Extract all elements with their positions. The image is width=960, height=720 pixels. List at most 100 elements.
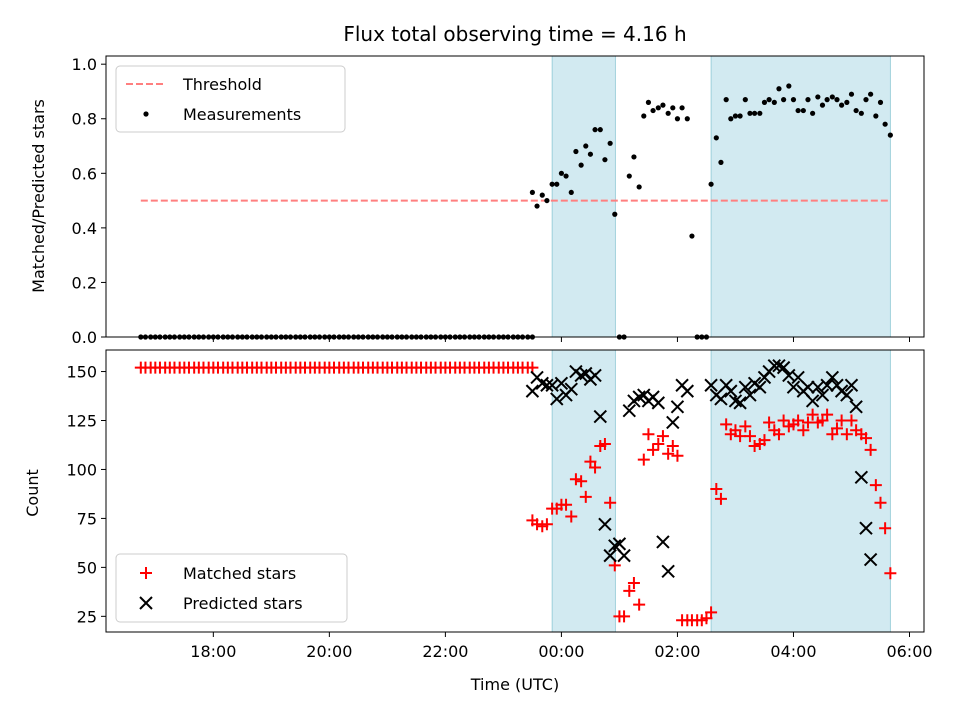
matched-star-point <box>618 610 631 623</box>
measurement-point <box>554 181 560 187</box>
predicted-star-point <box>753 380 767 394</box>
top-legend: Threshold Measurements <box>115 65 346 133</box>
measurement-point <box>578 162 584 168</box>
predicted-star-point <box>863 552 878 567</box>
predicted-star-point <box>612 537 627 551</box>
measurement-point <box>713 135 719 141</box>
measurement-point <box>761 99 768 105</box>
matched-stars-points <box>134 361 897 627</box>
legend-matched-label: Matched stars <box>183 564 296 583</box>
predicted-star-point <box>593 409 607 424</box>
matched-star-point <box>879 522 892 535</box>
matched-star-point <box>666 439 679 452</box>
x-tick-label: 20:00 <box>306 642 352 661</box>
measurement-point <box>689 233 695 239</box>
shaded-interval <box>551 55 616 338</box>
matched-star-point <box>739 420 752 433</box>
measurement-point <box>626 173 632 179</box>
predicted-star-point <box>598 517 612 531</box>
y-tick-label: 0.2 <box>72 273 97 292</box>
x-tick-label: 00:00 <box>538 642 584 661</box>
measurement-point <box>848 91 855 97</box>
matched-star-point <box>705 606 718 619</box>
predicted-star-point <box>617 548 631 563</box>
predicted-star-point <box>815 388 830 402</box>
measurement-point <box>679 105 685 111</box>
predicted-star-point <box>854 470 869 484</box>
predicted-star-point <box>540 378 554 392</box>
matched-star-point <box>864 443 877 456</box>
legend-matched-swatch <box>140 567 152 579</box>
matched-star-point <box>627 577 640 590</box>
matched-star-point <box>560 498 573 511</box>
matched-star-point <box>540 518 553 531</box>
x-tick-label: 06:00 <box>886 642 932 661</box>
measurement-point <box>751 110 758 116</box>
measurement-point <box>839 102 845 108</box>
y-tick-label: 50 <box>77 558 97 577</box>
top-y-axis-label: Matched/Predicted stars <box>29 99 48 293</box>
matched-star-point <box>623 584 636 597</box>
measurement-point <box>742 97 748 103</box>
predicted-star-point <box>724 384 738 398</box>
measurement-point <box>631 154 637 160</box>
measurement-point <box>810 110 816 116</box>
measurement-point <box>650 107 656 114</box>
measurement-point <box>834 97 840 103</box>
measurement-point <box>853 107 859 114</box>
y-tick-label: 25 <box>77 607 97 626</box>
matched-star-point <box>662 447 675 460</box>
predicted-star-point <box>738 380 753 394</box>
measurement-point <box>529 189 536 196</box>
predicted-star-point <box>743 388 757 402</box>
predicted-star-point <box>603 548 617 563</box>
legend-predicted-label: Predicted stars <box>183 594 303 613</box>
measurement-point <box>771 99 777 105</box>
x-tick-label: 02:00 <box>654 642 700 661</box>
measurement-point <box>660 102 666 108</box>
predicted-star-point <box>564 382 578 396</box>
measurement-point <box>757 110 763 116</box>
matched-star-point <box>579 490 592 503</box>
bottom-plot-frame <box>105 349 925 633</box>
bottom-axis-ticks: 25 50 75 100 125 150 18:00 20:00 22:00 00:00 02:00… <box>66 363 932 661</box>
matched-star-point <box>884 567 897 580</box>
predicted-star-point <box>651 396 666 410</box>
measurement-point <box>718 159 724 165</box>
predicted-star-point <box>733 396 747 410</box>
predicted-star-point <box>550 392 564 406</box>
matched-star-point <box>748 439 761 452</box>
measurement-point <box>558 170 565 176</box>
matched-star-point <box>777 414 790 427</box>
chart-title: Flux total observing time = 4.16 h <box>343 22 686 46</box>
top-axis-ticks: 0.0 0.2 0.4 0.6 0.8 1.0 <box>72 55 910 347</box>
predicted-star-point <box>820 378 834 392</box>
bottom-shaded-intervals <box>551 349 891 633</box>
y-tick-label: 0.4 <box>72 219 97 238</box>
measurement-point <box>868 91 874 97</box>
predicted-star-point <box>656 535 670 549</box>
matched-star-point <box>604 496 617 509</box>
measurement-point <box>612 211 618 217</box>
top-panel: 0.0 0.2 0.4 0.6 0.8 1.0 Matched/Predicted sta… <box>29 55 925 347</box>
measurement-point <box>563 173 569 179</box>
predicted-star-point <box>680 384 695 398</box>
shaded-interval <box>710 349 891 633</box>
predicted-star-point <box>554 376 569 390</box>
matched-star-point <box>637 453 650 466</box>
predicted-star-point <box>525 384 540 398</box>
matched-star-point <box>758 434 771 447</box>
predicted-star-point <box>801 380 815 394</box>
y-tick-label: 0.0 <box>72 328 97 347</box>
matched-star-point <box>874 496 887 509</box>
measurement-point <box>882 121 888 127</box>
matched-star-point <box>806 408 819 421</box>
predicted-star-point <box>805 394 820 408</box>
y-tick-label: 150 <box>66 363 97 382</box>
matched-star-point <box>710 483 723 496</box>
measurement-point <box>607 140 613 146</box>
measurement-point <box>858 110 864 116</box>
y-tick-label: 75 <box>77 509 97 528</box>
measurement-point <box>592 127 598 133</box>
